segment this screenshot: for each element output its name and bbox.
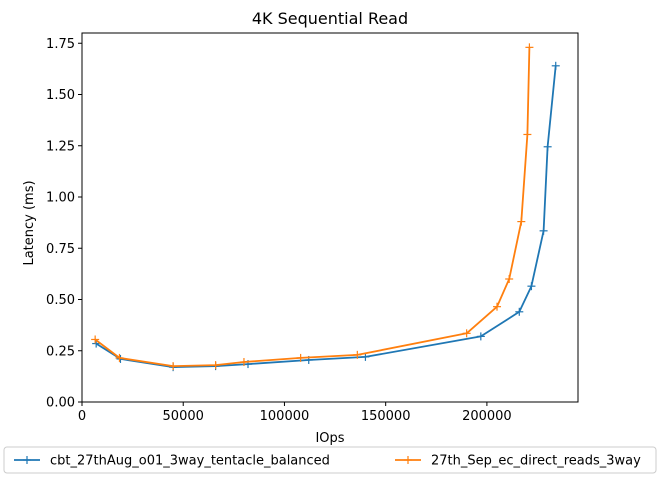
y-tick-label: 0.00 <box>46 396 75 411</box>
y-tick-label: 1.00 <box>46 191 75 206</box>
x-tick-label: 150000 <box>361 409 411 424</box>
y-tick-label: 0.75 <box>46 242 75 257</box>
plot-frame <box>81 32 579 403</box>
data-point <box>353 350 362 359</box>
series-line <box>94 47 531 368</box>
legend: cbt_27thAug_o01_3way_tentacle_balanced 27… <box>3 446 657 474</box>
y-axis-label: Latency (ms) <box>22 180 37 265</box>
legend-label: cbt_27thAug_o01_3way_tentacle_balanced <box>50 454 330 469</box>
data-point <box>515 307 524 316</box>
legend-item: 27th_Sep_ec_direct_reads_3way <box>395 454 641 469</box>
y-tick-label: 1.25 <box>46 139 75 154</box>
y-tick-label: 0.25 <box>46 344 75 359</box>
data-point <box>211 361 220 370</box>
data-point <box>517 217 526 226</box>
x-axis-ticks: 0 50000 100000 150000 200000 <box>78 402 512 424</box>
data-point <box>361 352 370 361</box>
x-axis-label: IOps <box>315 431 344 446</box>
y-tick-label: 1.75 <box>46 37 75 52</box>
data-point <box>462 329 471 338</box>
series-1 <box>92 61 560 372</box>
y-tick-label: 0.50 <box>46 293 75 308</box>
legend-item: cbt_27thAug_o01_3way_tentacle_balanced <box>14 454 330 469</box>
x-tick-label: 200000 <box>462 409 512 424</box>
x-tick-label: 50000 <box>163 409 204 424</box>
data-point <box>539 226 548 235</box>
legend-box <box>3 446 657 474</box>
series-layer <box>91 43 560 372</box>
data-point <box>296 353 305 362</box>
y-tick-label: 1.50 <box>46 88 75 103</box>
data-point <box>543 142 552 151</box>
chart-title: 4K Sequential Read <box>252 9 408 28</box>
data-point <box>239 358 248 367</box>
plot-area: 0 50000 100000 150000 200000 0.00 0.25 0.50 0.7… <box>46 32 579 424</box>
data-point <box>505 275 514 283</box>
data-point <box>493 302 502 311</box>
data-point <box>551 61 560 70</box>
data-point <box>115 353 124 362</box>
y-axis-ticks: 0.00 0.25 0.50 0.75 1.00 1.25 1.50 1.75 <box>46 37 82 411</box>
data-point <box>169 362 178 371</box>
data-point <box>523 130 532 139</box>
data-point <box>527 282 536 291</box>
x-tick-label: 100000 <box>260 409 310 424</box>
data-point <box>525 43 534 52</box>
x-tick-label: 0 <box>78 409 86 424</box>
series-line <box>95 65 557 369</box>
data-point <box>91 335 100 344</box>
series-2 <box>91 43 534 371</box>
legend-label: 27th_Sep_ec_direct_reads_3way <box>431 454 641 469</box>
data-point <box>476 332 485 341</box>
